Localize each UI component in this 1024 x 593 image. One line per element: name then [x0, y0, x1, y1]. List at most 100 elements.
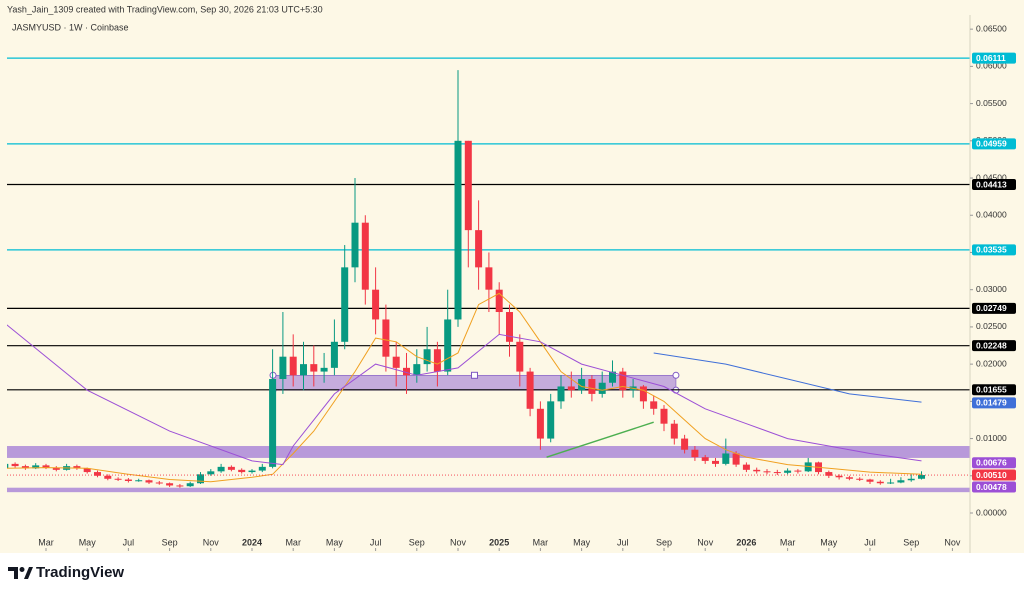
candle-body	[382, 319, 390, 357]
x-tick-label: Mar	[780, 537, 796, 547]
candle-body	[557, 386, 565, 402]
price-label: 0.01655	[976, 385, 1007, 395]
price-label-bg	[972, 179, 1016, 191]
x-tick-label: May	[79, 537, 97, 547]
price-label-bg	[972, 384, 1016, 396]
y-tick-label: 0.02500	[976, 321, 1007, 331]
candle-body	[887, 482, 895, 484]
candle-body	[73, 466, 81, 469]
candle-body	[104, 475, 112, 479]
candle-body	[588, 379, 596, 394]
y-tick-label: 0.06500	[976, 23, 1007, 33]
candle-body	[299, 364, 307, 376]
y-tick-label: 0.01000	[976, 433, 1007, 443]
x-tick-label: May	[573, 537, 591, 547]
candle-body	[351, 222, 359, 268]
candle-body	[7, 463, 9, 469]
candle-body	[433, 349, 441, 372]
price-label-bg	[972, 481, 1016, 493]
candle-body	[639, 386, 647, 402]
candle-body	[485, 267, 493, 290]
y-tick-label: 0.04500	[976, 172, 1007, 182]
candle-body	[825, 472, 833, 476]
x-tick-label: Jul	[617, 537, 629, 547]
candle-body	[475, 230, 483, 268]
candle-body	[238, 469, 246, 473]
price-label: 0.01479	[976, 398, 1007, 408]
candle-body	[506, 312, 514, 342]
candle-body	[701, 457, 709, 461]
price-label: 0.02749	[976, 303, 1007, 313]
candle-body	[856, 478, 864, 480]
candle-body	[866, 479, 874, 482]
x-tick-label: Jul	[370, 537, 382, 547]
candle-body	[186, 483, 194, 487]
y-tick-label: 0.02000	[976, 358, 1007, 368]
price-label: 0.02248	[976, 340, 1007, 350]
candle-body	[155, 482, 163, 484]
x-tick-label: Mar	[533, 537, 549, 547]
y-tick-label: 0.03000	[976, 284, 1007, 294]
y-tick-label: 0.04000	[976, 209, 1007, 219]
candle-body	[289, 356, 297, 376]
box-handle	[672, 371, 680, 379]
indicator-line	[7, 292, 922, 483]
chart-background	[0, 0, 1024, 553]
candle-body	[330, 341, 338, 368]
x-tick-label: 2025	[489, 537, 509, 547]
candle-body	[217, 466, 225, 472]
candle-body	[526, 371, 534, 409]
y-tick-label: 0.05500	[976, 98, 1007, 108]
x-tick-label: May	[820, 537, 838, 547]
candle-body	[21, 466, 29, 469]
candle-body	[83, 468, 91, 473]
candle-body	[454, 140, 462, 320]
candle-body	[794, 470, 802, 472]
candle-body	[176, 485, 184, 487]
candle-body	[578, 379, 586, 391]
x-tick-label: Nov	[203, 537, 220, 547]
indicator-line	[653, 352, 922, 403]
candle-body	[392, 356, 400, 368]
candle-body	[42, 465, 50, 468]
candle-body	[114, 478, 122, 480]
candle-body	[547, 401, 555, 439]
indicator-line	[7, 324, 922, 466]
candle-body	[279, 356, 287, 380]
candle-body	[835, 475, 843, 478]
candle-body	[609, 371, 617, 383]
candle-body	[258, 466, 266, 471]
candle-body	[269, 379, 277, 467]
candle-body	[32, 465, 40, 469]
candle-body	[763, 471, 771, 473]
candle-body	[660, 408, 668, 424]
price-label: 0.00510	[976, 470, 1007, 480]
candle-body	[516, 341, 524, 372]
candle-body	[681, 438, 689, 450]
price-label-bg	[972, 244, 1016, 256]
price-label-bg	[972, 469, 1016, 481]
price-label-bg	[972, 397, 1016, 409]
candle-body	[124, 479, 132, 482]
candle-body	[650, 401, 658, 409]
candle-body	[495, 289, 503, 313]
candle-body	[93, 472, 101, 476]
candle-body	[52, 467, 60, 470]
x-tick-label: 2024	[242, 537, 262, 547]
candle-body	[712, 460, 720, 464]
x-tick-label: Jul	[864, 537, 876, 547]
indicator-line	[546, 421, 654, 458]
candle-body	[341, 267, 349, 342]
price-label-bg	[972, 302, 1016, 314]
candle-body	[135, 480, 143, 482]
candle-body	[403, 367, 411, 376]
x-tick-label: Nov	[944, 537, 961, 547]
candle-body	[166, 483, 174, 486]
candle-body	[227, 466, 235, 470]
candle-body	[413, 364, 421, 376]
candle-body	[372, 289, 380, 320]
candle-body	[536, 408, 544, 439]
x-tick-label: Sep	[656, 537, 672, 547]
candle-body	[145, 480, 153, 483]
